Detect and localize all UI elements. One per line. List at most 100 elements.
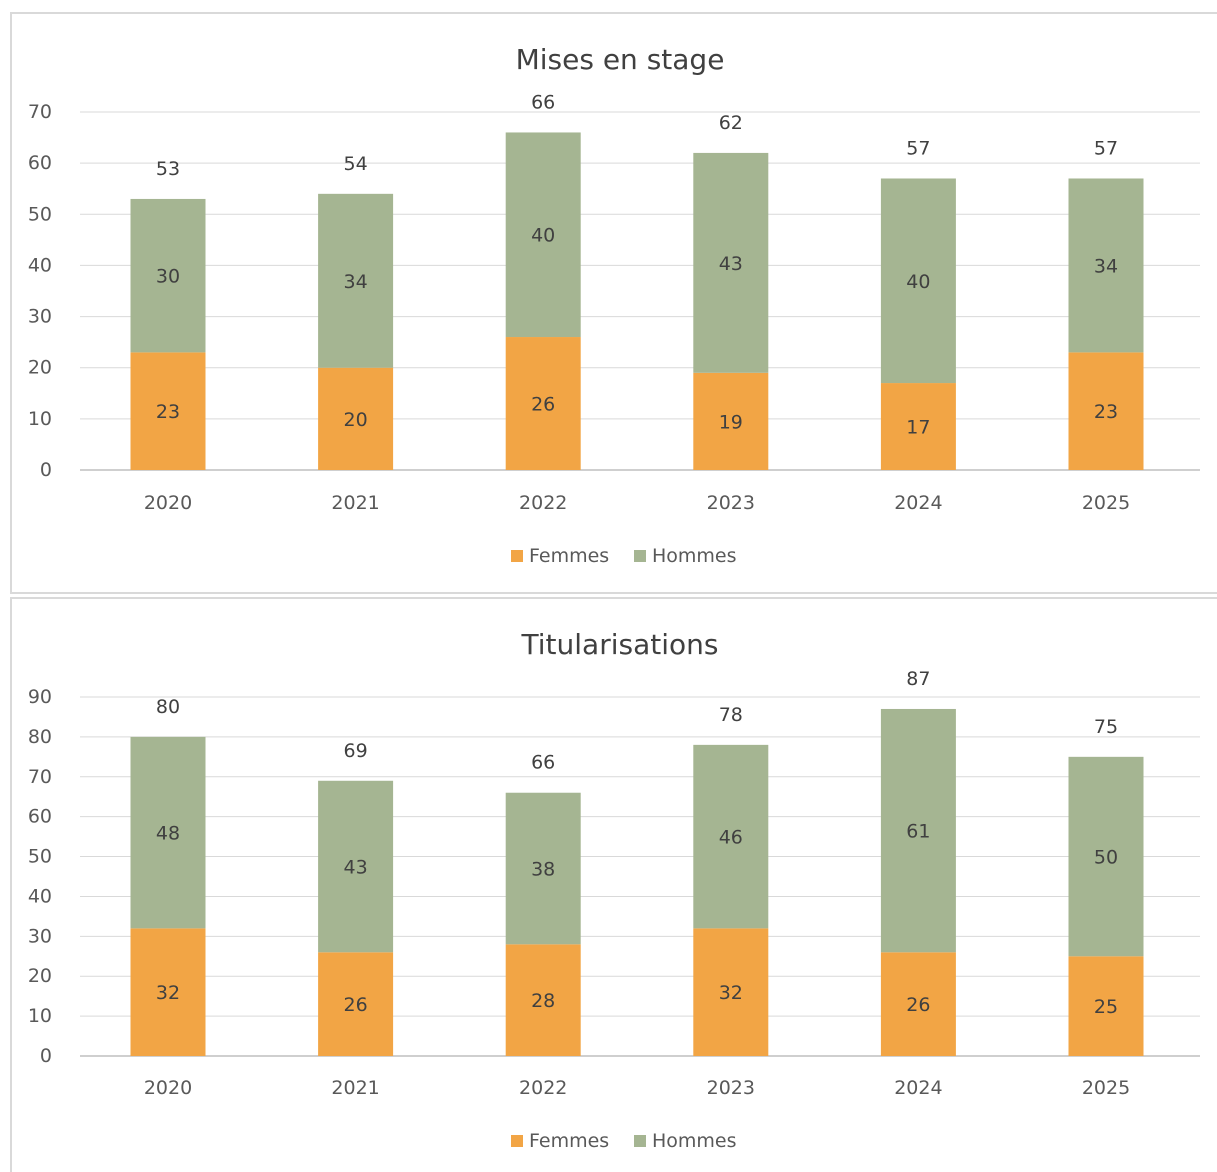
chart1-bar-hommes [505, 132, 581, 338]
chart1-data-label-hommes: 34 [1094, 255, 1118, 277]
chart1-x-tick-label: 2022 [519, 492, 567, 514]
chart2-legend-swatch-femmes [511, 1135, 523, 1147]
chart2-bar-hommes [693, 744, 769, 929]
chart2-data-label-femmes: 28 [531, 990, 555, 1012]
chart1-data-label-hommes: 34 [344, 271, 368, 293]
chart2-y-tick-label: 40 [28, 885, 52, 907]
chart2-y-tick-label: 90 [28, 686, 52, 708]
chart1-bar-femmes [1068, 352, 1144, 470]
chart2-total-label: 66 [531, 752, 555, 774]
chart1-y-tick-label: 40 [28, 254, 52, 276]
chart1-x-tick-label: 2023 [707, 492, 755, 514]
chart2-bar-hommes [318, 780, 394, 953]
chart1-x-tick-label: 2021 [331, 492, 379, 514]
chart2-y-tick-label: 30 [28, 925, 52, 947]
chart2-bar-hommes [880, 708, 956, 953]
chart1-y-tick-label: 30 [28, 306, 52, 328]
chart1-legend-swatch-femmes [511, 550, 523, 562]
chart2-data-label-femmes: 25 [1094, 996, 1118, 1018]
chart2-total-label: 69 [344, 740, 368, 762]
chart1-bar-femmes [318, 367, 394, 470]
chart2-total-label: 87 [906, 668, 930, 690]
chart2-data-label-femmes: 32 [156, 982, 180, 1004]
chart1-bar-femmes [880, 383, 956, 470]
chart2-y-tick-label: 10 [28, 1005, 52, 1027]
chart2-bar-femmes [318, 952, 394, 1056]
chart1-data-label-femmes: 20 [344, 409, 368, 431]
chart2-data-label-femmes: 26 [344, 994, 368, 1016]
chart2-x-tick-label: 2021 [331, 1077, 379, 1099]
chart2-legend-label-hommes: Hommes [652, 1130, 737, 1152]
chart2-total-label: 78 [719, 704, 743, 726]
chart1-total-label: 57 [1094, 137, 1118, 159]
chart1-bar-femmes [130, 352, 206, 470]
chart2-y-tick-label: 60 [28, 806, 52, 828]
chart2-y-tick-label: 0 [40, 1045, 52, 1067]
chart1-data-label-femmes: 17 [906, 417, 930, 439]
chart2-x-tick-label: 2020 [144, 1077, 192, 1099]
chart2-data-label-hommes: 48 [156, 823, 180, 845]
chart1-bar-femmes [693, 372, 769, 470]
chart1-title: Mises en stage [516, 43, 725, 76]
chart2-bar-hommes [505, 792, 581, 945]
chart1-y-tick-label: 0 [40, 459, 52, 481]
chart2-data-label-hommes: 38 [531, 859, 555, 881]
chart1-data-label-hommes: 40 [906, 271, 930, 293]
chart1-x-tick-label: 2025 [1082, 492, 1130, 514]
chart1-legend-label-femmes: Femmes [529, 545, 609, 567]
chart2-data-label-hommes: 43 [344, 857, 368, 879]
chart2-bar-hommes [1068, 756, 1144, 957]
chart1-bar-hommes [880, 178, 956, 384]
chart1-data-label-femmes: 19 [719, 411, 743, 433]
chart2-x-tick-label: 2025 [1082, 1077, 1130, 1099]
chart1-data-label-hommes: 30 [156, 266, 180, 288]
chart2-bar-femmes [505, 944, 581, 1056]
chart1-y-tick-label: 50 [28, 203, 52, 225]
chart2-title: Titularisations [521, 628, 719, 661]
chart1-data-label-femmes: 26 [531, 394, 555, 416]
chart1-y-tick-label: 60 [28, 152, 52, 174]
chart1-y-tick-label: 70 [28, 101, 52, 123]
chart1-data-label-femmes: 23 [156, 401, 180, 423]
chart1-bar-hommes [1068, 178, 1144, 353]
chart2-y-tick-label: 70 [28, 766, 52, 788]
chart2-x-tick-label: 2023 [707, 1077, 755, 1099]
chart1-total-label: 54 [344, 153, 368, 175]
chart2-bar-femmes [1068, 956, 1144, 1056]
chart1-data-label-hommes: 43 [719, 253, 743, 275]
chart1-data-label-femmes: 23 [1094, 401, 1118, 423]
chart1-x-tick-label: 2024 [894, 492, 942, 514]
chart2-legend-label-femmes: Femmes [529, 1130, 609, 1152]
chart2-y-tick-label: 80 [28, 726, 52, 748]
chart2-total-label: 75 [1094, 716, 1118, 738]
chart2-y-tick-label: 20 [28, 965, 52, 987]
chart-frame-mises-en-stage [10, 12, 1217, 594]
chart1-bar-hommes [130, 198, 206, 353]
chart1-total-label: 57 [906, 137, 930, 159]
chart2-data-label-hommes: 46 [719, 827, 743, 849]
chart1-bar-femmes [505, 337, 581, 470]
chart2-data-label-femmes: 26 [906, 994, 930, 1016]
chart1-bar-hommes [693, 152, 769, 373]
chart1-total-label: 62 [719, 112, 743, 134]
chart2-bar-femmes [880, 952, 956, 1056]
chart2-bar-femmes [693, 928, 769, 1056]
chart1-y-tick-label: 10 [28, 408, 52, 430]
chart2-data-label-hommes: 61 [906, 821, 930, 843]
chart1-total-label: 66 [531, 91, 555, 113]
chart1-total-label: 53 [156, 158, 180, 180]
chart2-data-label-femmes: 32 [719, 982, 743, 1004]
chart1-y-tick-label: 20 [28, 357, 52, 379]
chart-frame-titularisations [10, 597, 1217, 1172]
chart2-y-tick-label: 50 [28, 846, 52, 868]
chart2-legend-swatch-hommes [634, 1135, 646, 1147]
chart1-legend-swatch-hommes [634, 550, 646, 562]
chart2-bar-hommes [130, 736, 206, 929]
chart1-data-label-hommes: 40 [531, 225, 555, 247]
chart2-data-label-hommes: 50 [1094, 847, 1118, 869]
chart2-x-tick-label: 2024 [894, 1077, 942, 1099]
chart2-x-tick-label: 2022 [519, 1077, 567, 1099]
chart2-total-label: 80 [156, 696, 180, 718]
chart2-bar-femmes [130, 928, 206, 1056]
